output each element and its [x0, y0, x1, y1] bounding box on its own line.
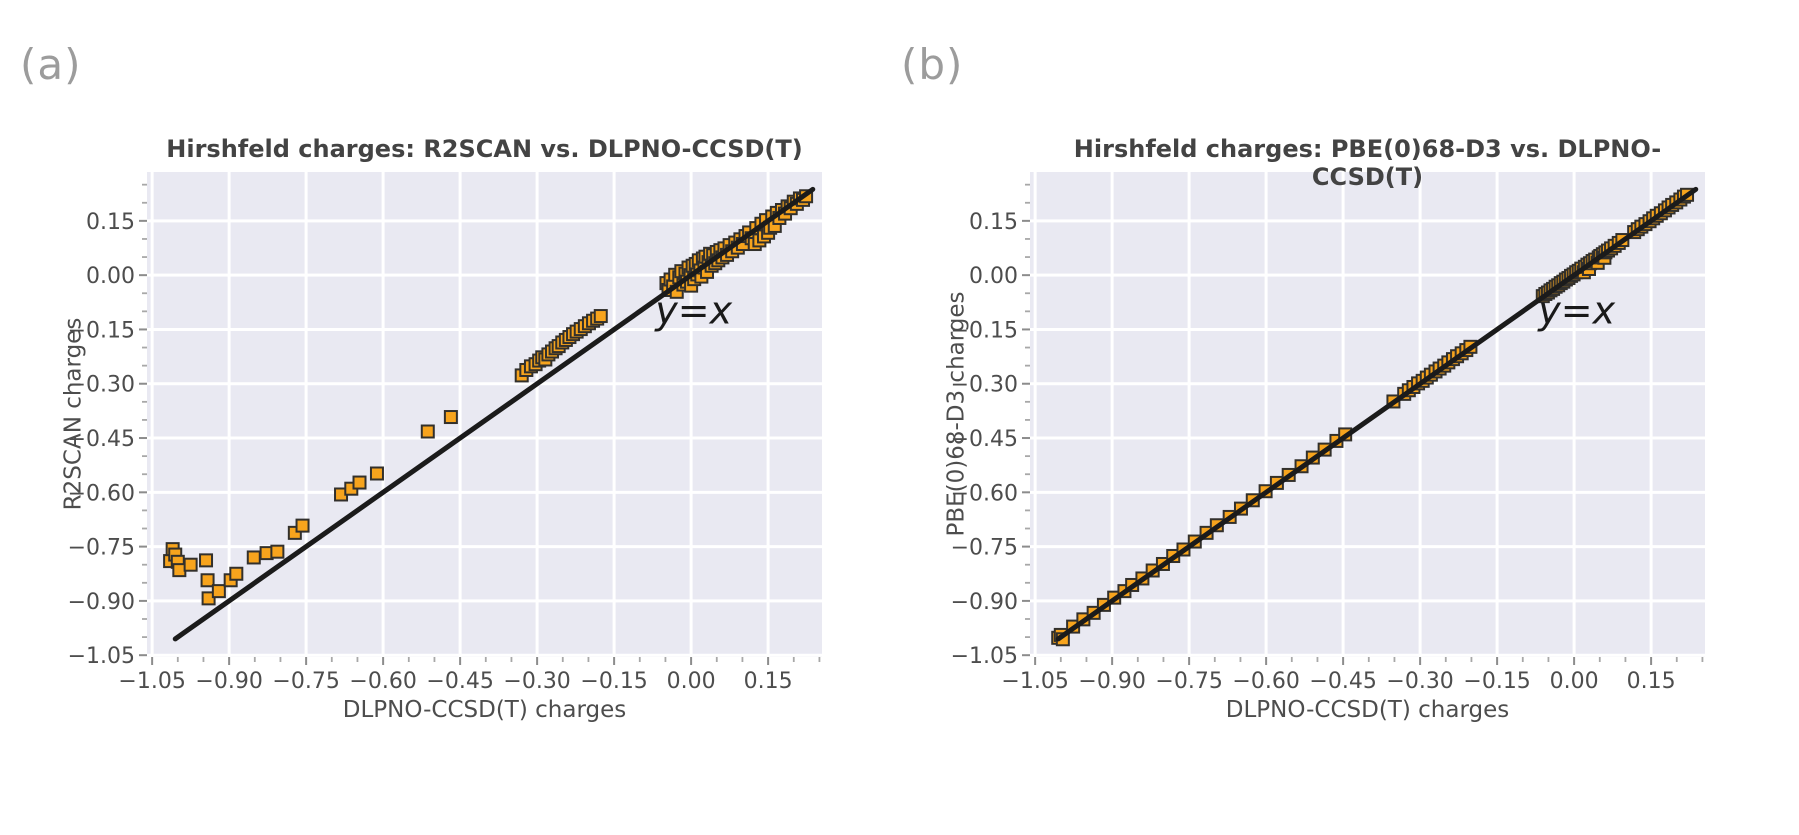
data-point [183, 557, 198, 572]
data-point [593, 309, 608, 324]
data-point [246, 550, 261, 565]
identity-line-label: y=x [1537, 289, 1615, 333]
y-tick-label: −0.75 [68, 536, 135, 561]
y-tick-label: −0.15 [68, 318, 135, 343]
data-point [369, 466, 384, 481]
x-tick-label: 0.00 [1550, 669, 1599, 694]
y-tick-label: 0.15 [86, 210, 135, 235]
y-tick-label: −0.90 [951, 590, 1018, 615]
x-tick-label: −0.60 [349, 669, 416, 694]
identity-line [172, 186, 816, 642]
y-tick-label: −0.30 [68, 373, 135, 398]
data-point [172, 563, 187, 578]
y-tick-label: −0.45 [68, 427, 135, 452]
x-tick-label: −0.15 [580, 669, 647, 694]
x-tick-label: −0.75 [272, 669, 339, 694]
data-point [295, 518, 310, 533]
data-point [211, 584, 226, 599]
plot-b-title: Hirshfeld charges: PBE(0)68-D3 vs. DLPNO… [1073, 135, 1662, 191]
plot-b-xlabel: DLPNO-CCSD(T) charges [1225, 697, 1510, 723]
scatter-plot-a: −1.05 −0.90 −0.75 −0.60 −0.45 −0.30 −0.15 0.00 0… [68, 172, 822, 694]
data-point [229, 566, 244, 581]
x-tick-label: −0.60 [1232, 669, 1299, 694]
data-point [201, 591, 216, 606]
x-tick-label: 0.15 [744, 669, 793, 694]
plot-b-ylabel: PBE(0)68-D3 charges [943, 291, 970, 537]
identity-line [1055, 186, 1699, 642]
y-tick-label: −0.60 [951, 481, 1018, 506]
data-point [420, 424, 435, 439]
y-tick-label: −0.60 [68, 481, 135, 506]
y-tick-label: 0.15 [969, 210, 1018, 235]
x-tick-label: −0.45 [426, 669, 493, 694]
y-tick-label: −0.30 [951, 373, 1018, 398]
y-tick-label: −0.15 [951, 318, 1018, 343]
x-tick-label: −0.15 [1463, 669, 1530, 694]
x-tick-label: −0.90 [1078, 669, 1145, 694]
x-tick-label: −1.05 [118, 669, 185, 694]
x-tick-label: −0.75 [1155, 669, 1222, 694]
plot-a-title: Hirshfeld charges: R2SCAN vs. DLPNO-CCSD… [166, 135, 803, 163]
x-tick-label: −1.05 [1001, 669, 1068, 694]
x-tick-label: 0.15 [1627, 669, 1676, 694]
figure-panel-a: −1.05 −0.90 −0.75 −0.60 −0.45 −0.30 −0.15 0.00 0… [32, 131, 836, 735]
x-tick-label: −0.30 [1386, 669, 1453, 694]
x-tick-label: −0.90 [195, 669, 262, 694]
panel-b-label: (b) [901, 40, 964, 89]
scatter-plot-b: −1.05 −0.90 −0.75 −0.60 −0.45 −0.30 −0.15 0.00 0… [951, 172, 1705, 694]
y-tick-label: −0.45 [951, 427, 1018, 452]
identity-line-label: y=x [654, 289, 732, 333]
y-tick-label: −1.05 [951, 644, 1018, 669]
data-point [443, 410, 458, 425]
panel-a-label: (a) [20, 40, 82, 89]
figure-panel-b: −1.05 −0.90 −0.75 −0.60 −0.45 −0.30 −0.15 0.00 0… [913, 131, 1712, 735]
y-tick-label: −0.75 [951, 536, 1018, 561]
x-tick-label: −0.30 [503, 669, 570, 694]
plot-a-xlabel: DLPNO-CCSD(T) charges [342, 697, 627, 723]
y-tick-label: −0.90 [68, 590, 135, 615]
data-point [199, 553, 214, 568]
y-tick-label: −1.05 [68, 644, 135, 669]
data-point [352, 475, 367, 490]
x-tick-label: −0.45 [1309, 669, 1376, 694]
data-point [200, 573, 215, 588]
y-tick-label: 0.00 [969, 264, 1018, 289]
y-tick-label: 0.00 [86, 264, 135, 289]
data-point [270, 544, 285, 559]
plot-a-ylabel: R2SCAN charges [60, 317, 87, 511]
x-tick-label: 0.00 [667, 669, 716, 694]
